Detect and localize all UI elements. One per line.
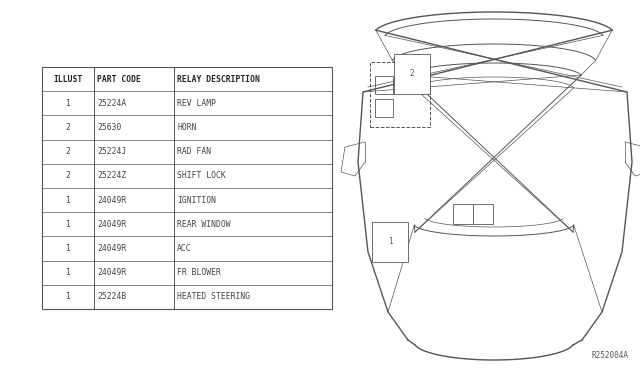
Text: 1: 1 bbox=[65, 220, 70, 229]
Text: 1: 1 bbox=[65, 292, 70, 301]
Text: ACC: ACC bbox=[177, 244, 191, 253]
Text: 2: 2 bbox=[410, 70, 414, 78]
Bar bbox=[453, 204, 473, 224]
Text: 24049R: 24049R bbox=[97, 196, 126, 205]
Bar bbox=[42, 67, 332, 309]
Text: ILLUST: ILLUST bbox=[53, 75, 83, 84]
Text: SHIFT LOCK: SHIFT LOCK bbox=[177, 171, 226, 180]
Text: 25224A: 25224A bbox=[97, 99, 126, 108]
Text: 1: 1 bbox=[65, 244, 70, 253]
Text: HEATED STEERING: HEATED STEERING bbox=[177, 292, 250, 301]
Text: PART CODE: PART CODE bbox=[97, 75, 141, 84]
Text: R252004A: R252004A bbox=[591, 351, 628, 360]
Text: 2: 2 bbox=[65, 171, 70, 180]
Text: 25224Z: 25224Z bbox=[97, 171, 126, 180]
Text: 1: 1 bbox=[388, 237, 392, 247]
Bar bbox=[473, 204, 493, 224]
Text: 25224B: 25224B bbox=[97, 292, 126, 301]
Text: HORN: HORN bbox=[177, 123, 196, 132]
Text: RELAY DESCRIPTION: RELAY DESCRIPTION bbox=[177, 75, 260, 84]
Text: 1: 1 bbox=[65, 196, 70, 205]
Text: 2: 2 bbox=[65, 147, 70, 156]
Text: 24049R: 24049R bbox=[97, 220, 126, 229]
Text: RAD FAN: RAD FAN bbox=[177, 147, 211, 156]
Text: 1: 1 bbox=[65, 268, 70, 277]
Text: REAR WINDOW: REAR WINDOW bbox=[177, 220, 230, 229]
Text: FR BLOWER: FR BLOWER bbox=[177, 268, 221, 277]
Text: 2: 2 bbox=[65, 123, 70, 132]
Text: 24049R: 24049R bbox=[97, 244, 126, 253]
Text: 24049R: 24049R bbox=[97, 268, 126, 277]
Bar bbox=[375, 76, 393, 94]
Bar bbox=[375, 99, 393, 117]
Text: 25630: 25630 bbox=[97, 123, 122, 132]
Text: 1: 1 bbox=[65, 99, 70, 108]
Text: 25224J: 25224J bbox=[97, 147, 126, 156]
Text: IGNITION: IGNITION bbox=[177, 196, 216, 205]
Bar bbox=[370, 62, 430, 127]
Text: REV LAMP: REV LAMP bbox=[177, 99, 216, 108]
